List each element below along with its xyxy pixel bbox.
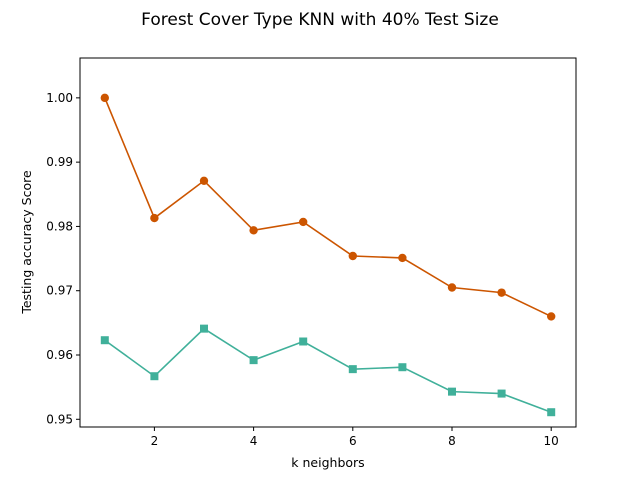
y-tick-label: 0.96: [46, 348, 73, 362]
data-point: [447, 283, 457, 292]
data-point: [200, 324, 208, 333]
data-point: [398, 253, 407, 263]
plot-area: 2 4 6 8 10 0.95 0.96 0.97 0.98 0.99 1.00: [46, 57, 577, 448]
x-axis-label: k neighbors: [291, 455, 364, 470]
plot-frame: [79, 57, 577, 428]
data-point: [547, 408, 556, 417]
data-point: [249, 226, 258, 235]
series-2-line: [104, 327, 552, 413]
data-point: [348, 251, 357, 261]
data-point: [249, 356, 258, 365]
series-1-line: [104, 97, 552, 318]
y-axis-label: Testing accuracy Score: [19, 170, 34, 315]
x-tick-label: 10: [544, 434, 559, 448]
y-tick-label: 0.95: [46, 412, 73, 426]
series-layer: [100, 93, 556, 417]
x-tick-label: 8: [448, 434, 456, 448]
series-2: [100, 324, 556, 417]
data-point: [497, 389, 506, 398]
chart-title: Forest Cover Type KNN with 40% Test Size: [141, 10, 499, 30]
data-point: [398, 363, 407, 372]
data-point: [448, 387, 456, 396]
data-point: [348, 365, 357, 374]
y-axis: 0.95 0.96 0.97 0.98 0.99 1.00: [46, 91, 80, 426]
x-tick-label: 2: [151, 434, 159, 448]
series-1: [100, 93, 556, 321]
y-tick-label: 1.00: [46, 91, 73, 105]
x-tick-label: 6: [349, 434, 357, 448]
x-tick-label: 4: [250, 434, 258, 448]
data-point: [100, 93, 110, 103]
data-point: [100, 336, 109, 345]
data-point: [199, 176, 209, 185]
data-point: [150, 372, 159, 381]
y-tick-label: 0.98: [46, 219, 73, 233]
data-point: [150, 213, 159, 223]
data-point: [497, 288, 506, 297]
data-point: [547, 312, 556, 321]
data-point: [299, 337, 308, 346]
y-tick-label: 0.99: [46, 155, 73, 169]
data-point: [299, 217, 308, 227]
x-axis: 2 4 6 8 10: [151, 427, 559, 448]
y-tick-label: 0.97: [46, 284, 73, 298]
